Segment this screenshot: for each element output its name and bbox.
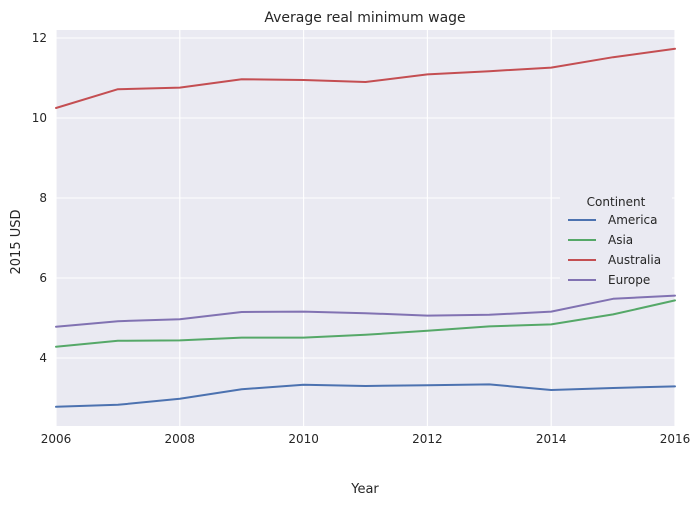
series-line-europe	[55, 294, 676, 328]
grid	[55, 30, 676, 426]
legend-items: America Asia Australia Europe	[568, 213, 661, 287]
legend-title: Continent	[587, 195, 646, 209]
y-tick-label: 4	[39, 351, 47, 365]
chart-title: Average real minimum wage	[264, 10, 465, 26]
series-line-asia	[55, 299, 676, 348]
x-tick-labels: 2006 2008 2010 2012 2014 2016	[41, 432, 691, 446]
y-tick-label: 10	[32, 111, 47, 125]
y-axis-title: 2015 USD	[9, 210, 24, 275]
x-tick-label: 2012	[412, 432, 443, 446]
x-tick-label: 2010	[288, 432, 319, 446]
legend-label-australia: Australia	[608, 253, 661, 267]
series-line-america	[55, 383, 676, 408]
x-axis-title: Year	[350, 482, 379, 497]
legend-label-asia: Asia	[608, 233, 633, 247]
series-lines	[55, 47, 676, 408]
legend-label-america: America	[608, 213, 658, 227]
x-tick-label: 2006	[41, 432, 72, 446]
y-tick-labels: 4 6 8 10 12	[32, 31, 47, 365]
legend-label-europe: Europe	[608, 273, 650, 287]
legend: Continent America Asia Australia Europe	[560, 190, 672, 292]
legend-box	[560, 190, 672, 292]
y-tick-label: 6	[39, 271, 47, 285]
series-line-australia	[55, 47, 676, 109]
x-tick-label: 2014	[536, 432, 567, 446]
y-tick-label: 8	[39, 191, 47, 205]
y-tick-label: 12	[32, 31, 47, 45]
x-tick-label: 2008	[165, 432, 196, 446]
x-tick-label: 2016	[660, 432, 691, 446]
